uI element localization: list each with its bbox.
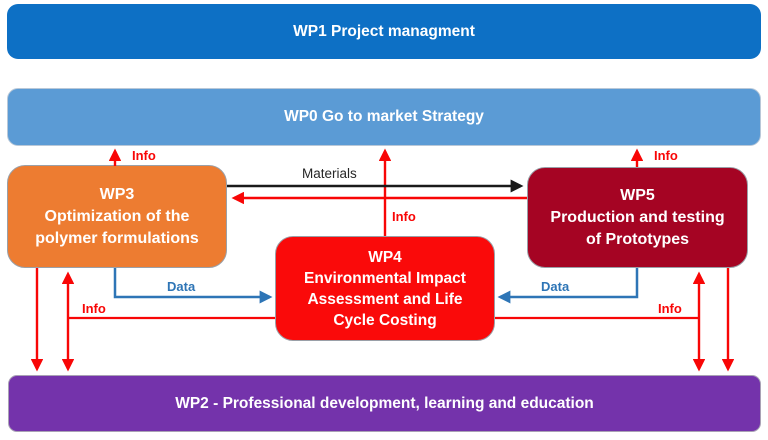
info-label-bottom-left: Info (82, 301, 106, 316)
wp3-title: WP3 (99, 185, 135, 203)
data-label-left: Data (167, 279, 196, 294)
wp4-title: WP4 (368, 248, 402, 266)
wp1-project-management-bar: WP1 Project managment (7, 4, 761, 59)
wp3-line2: polymer formulations (35, 229, 199, 247)
wp4-environmental-impact-box: WP4 Environmental Impact Assessment and … (275, 236, 495, 341)
wp2-professional-development-bar: WP2 - Professional development, learning… (8, 375, 761, 432)
wp5-line2: of Prototypes (585, 230, 690, 248)
materials-label: Materials (302, 166, 357, 181)
wp5-label: WP5 Production and testing of Prototypes (550, 185, 724, 251)
data-label-right: Data (541, 279, 570, 294)
wp1-label: WP1 Project managment (293, 22, 475, 40)
wp4-line2: Assessment and Life (307, 290, 463, 308)
wp0-label: WP0 Go to market Strategy (284, 108, 484, 125)
info-label-wp4: Info (392, 209, 416, 224)
wp4-line1: Environmental Impact (304, 269, 466, 287)
wp4-label: WP4 Environmental Impact Assessment and … (304, 247, 466, 331)
info-label-bottom-right: Info (658, 301, 682, 316)
wp3-label: WP3 Optimization of the polymer formulat… (35, 184, 199, 250)
wp5-prototypes-box: WP5 Production and testing of Prototypes (527, 167, 748, 268)
wp4-line3: Cycle Costing (333, 311, 437, 329)
wp5-line1: Production and testing (550, 208, 725, 226)
info-label-wp5: Info (654, 148, 678, 163)
wp3-line1: Optimization of the (44, 207, 190, 225)
wp0-go-to-market-bar: WP0 Go to market Strategy (7, 88, 761, 146)
info-label-wp3: Info (132, 148, 156, 163)
wp3-polymer-formulations-box: WP3 Optimization of the polymer formulat… (7, 165, 227, 268)
wp2-label: WP2 - Professional development, learning… (175, 394, 594, 412)
wp5-title: WP5 (620, 186, 655, 204)
